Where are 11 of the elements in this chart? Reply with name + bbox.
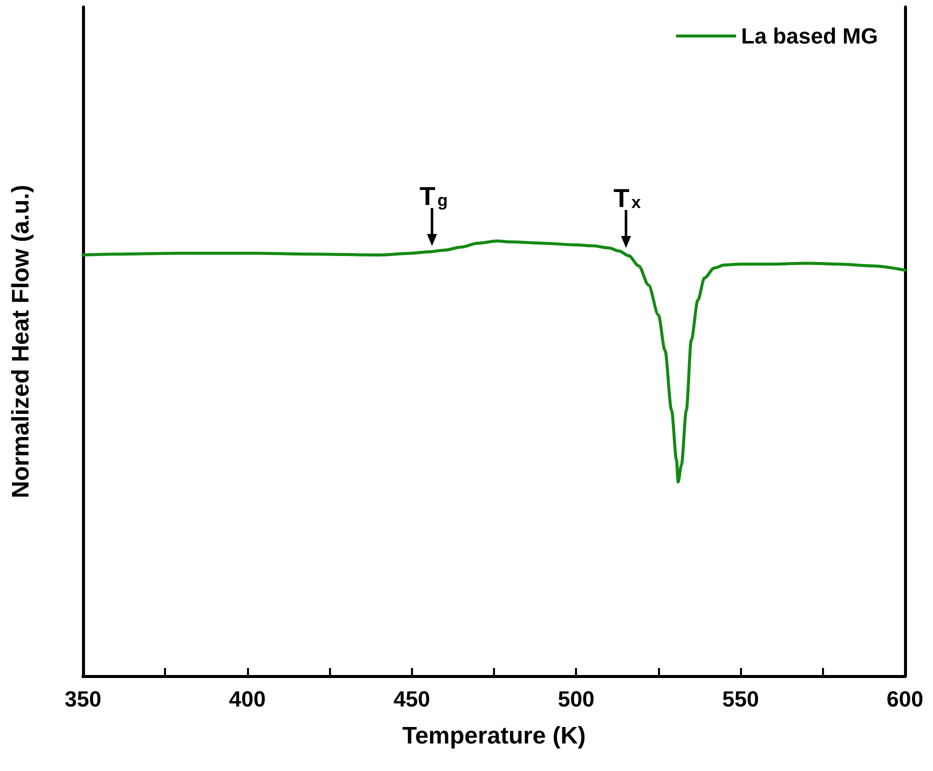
y-axis-title: Normalized Heat Flow (a.u.) (8, 184, 34, 498)
x-axis-title: Temperature (K) (402, 722, 586, 750)
x-tick-label: 500 (558, 686, 595, 712)
legend-label: La based MG (741, 24, 878, 48)
x-tick-label: 450 (393, 686, 430, 712)
annotation: Tg (420, 180, 448, 211)
x-tick-label: 600 (886, 686, 924, 712)
x-tick-label: 400 (229, 686, 266, 712)
annotation: Tx (614, 183, 642, 214)
x-tick-label: 350 (64, 686, 102, 712)
x-tick-label: 550 (722, 686, 759, 712)
